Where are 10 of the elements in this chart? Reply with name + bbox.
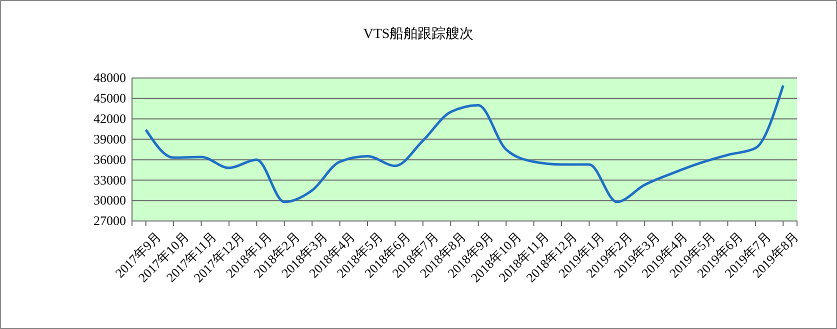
line-series bbox=[144, 84, 784, 204]
y-tick-label: 39000 bbox=[94, 131, 126, 146]
y-tick-label: 42000 bbox=[94, 111, 126, 126]
y-tick-label: 27000 bbox=[94, 213, 126, 228]
y-tick-label: 45000 bbox=[94, 90, 126, 106]
y-tick-label: 36000 bbox=[94, 152, 126, 167]
y-tick-label: 30000 bbox=[94, 192, 126, 208]
y-tick-label: 48000 bbox=[94, 70, 126, 86]
y-tick-label: 33000 bbox=[94, 172, 126, 188]
chart-title: VTS船舶跟踪艘次 bbox=[363, 26, 474, 42]
